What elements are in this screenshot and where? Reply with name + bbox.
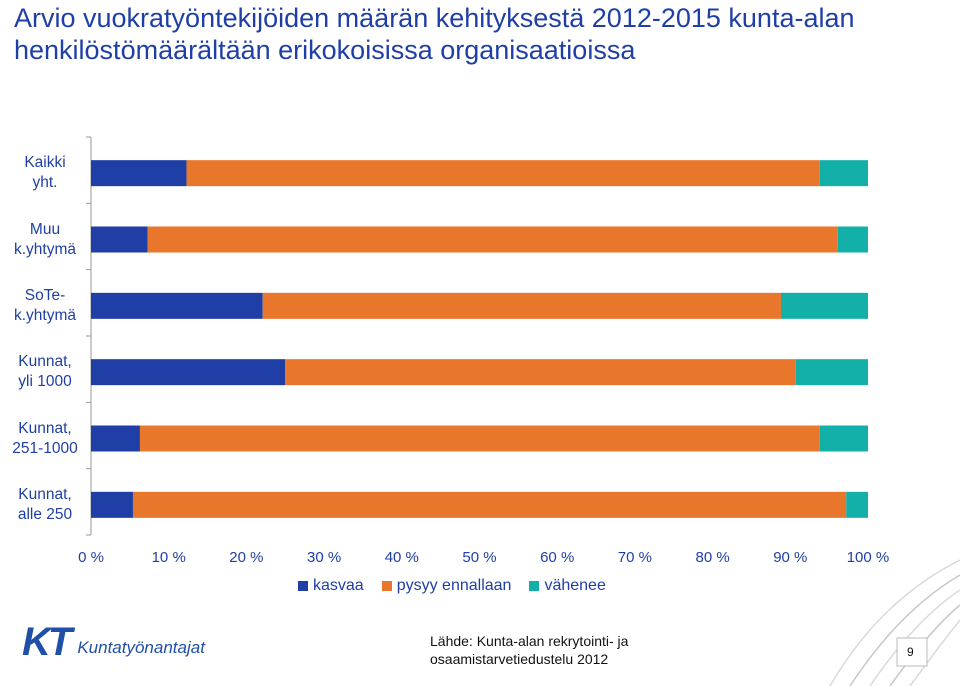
- decorative-curve: [909, 619, 960, 686]
- legend-swatch-pysyy: [381, 581, 392, 591]
- x-tick-label: 20 %: [229, 549, 263, 566]
- x-tick-label: 50 %: [462, 549, 496, 566]
- page-number-box: [896, 637, 928, 667]
- x-tick-label: 10 %: [152, 549, 186, 566]
- kuntatyonantajat-logo: KT Kuntatyönantajat: [22, 620, 205, 665]
- legend-label-pysyy: pysyy ennallaan: [396, 577, 512, 594]
- bar-pysyy-ennallaan-2: [262, 292, 781, 319]
- bar-kasvaa-0: [91, 160, 187, 187]
- category-label: SoTe-k.yhtymä: [13, 286, 76, 324]
- bar-pysyy-ennallaan-1: [147, 226, 838, 253]
- bar-kasvaa-3: [91, 359, 286, 386]
- bar-pysyy-ennallaan-4: [139, 425, 820, 452]
- legend-item-kasvaa: kasvaa: [298, 577, 364, 595]
- x-tick-label: 100 %: [847, 549, 890, 566]
- bar-pysyy-ennallaan-0: [186, 160, 820, 187]
- bar-kasvaa-1: [91, 226, 148, 253]
- bar-kasvaa-4: [91, 425, 140, 452]
- source-line-2: osaamistarvetiedustelu 2012: [430, 651, 609, 667]
- x-tick-label: 40 %: [385, 549, 419, 566]
- bar-kasvaa-5: [91, 491, 133, 518]
- legend-swatch-vahenee: [529, 581, 540, 591]
- chart-legend: kasvaa pysyy ennallaan vähenee: [298, 577, 606, 595]
- bar-vähenee-0: [819, 160, 868, 187]
- source-line-1: Lähde: Kunta-alan rekrytointi- ja: [430, 633, 629, 649]
- legend-item-vahenee: vähenee: [529, 577, 606, 595]
- x-tick-label: 30 %: [307, 549, 341, 566]
- bar-vähenee-4: [819, 425, 868, 452]
- bar-pysyy-ennallaan-5: [132, 491, 847, 518]
- x-tick-label: 90 %: [773, 549, 807, 566]
- category-label: Kunnat, alle 250: [17, 485, 73, 523]
- x-tick-label: 0 %: [78, 549, 104, 566]
- category-label: Kunnat, 251-1000: [12, 419, 78, 457]
- bar-kasvaa-2: [91, 292, 263, 319]
- decorative-curve: [829, 559, 960, 686]
- category-label: Kunnat, yli 1000: [18, 353, 72, 391]
- kt-logo-mark: KT: [22, 620, 72, 664]
- x-tick-label: 70 %: [618, 549, 652, 566]
- bar-vähenee-3: [795, 359, 868, 386]
- source-note: Lähde: Kunta-alan rekrytointi- ja osaami…: [430, 632, 690, 668]
- x-tick-label: 80 %: [695, 549, 729, 566]
- x-tick-label: 60 %: [540, 549, 574, 566]
- category-label: Kaikki yht.: [24, 154, 66, 192]
- decorative-curve: [849, 574, 960, 686]
- legend-label-vahenee: vähenee: [544, 577, 606, 594]
- chart-title: Arvio vuokratyöntekijöiden määrän kehity…: [14, 3, 855, 65]
- decorative-curve: [869, 589, 960, 686]
- category-label: Muu k.yhtymä: [13, 220, 76, 258]
- bar-vähenee-5: [846, 491, 868, 518]
- page-number: 9: [907, 645, 914, 659]
- legend-swatch-kasvaa: [298, 581, 308, 591]
- bar-pysyy-ennallaan-3: [285, 359, 796, 386]
- bar-vähenee-1: [837, 226, 868, 253]
- logo-text: Kuntatyönantajat: [77, 637, 205, 657]
- legend-item-pysyy: pysyy ennallaan: [381, 577, 512, 595]
- bar-vähenee-2: [780, 292, 868, 319]
- legend-label-kasvaa: kasvaa: [313, 577, 364, 594]
